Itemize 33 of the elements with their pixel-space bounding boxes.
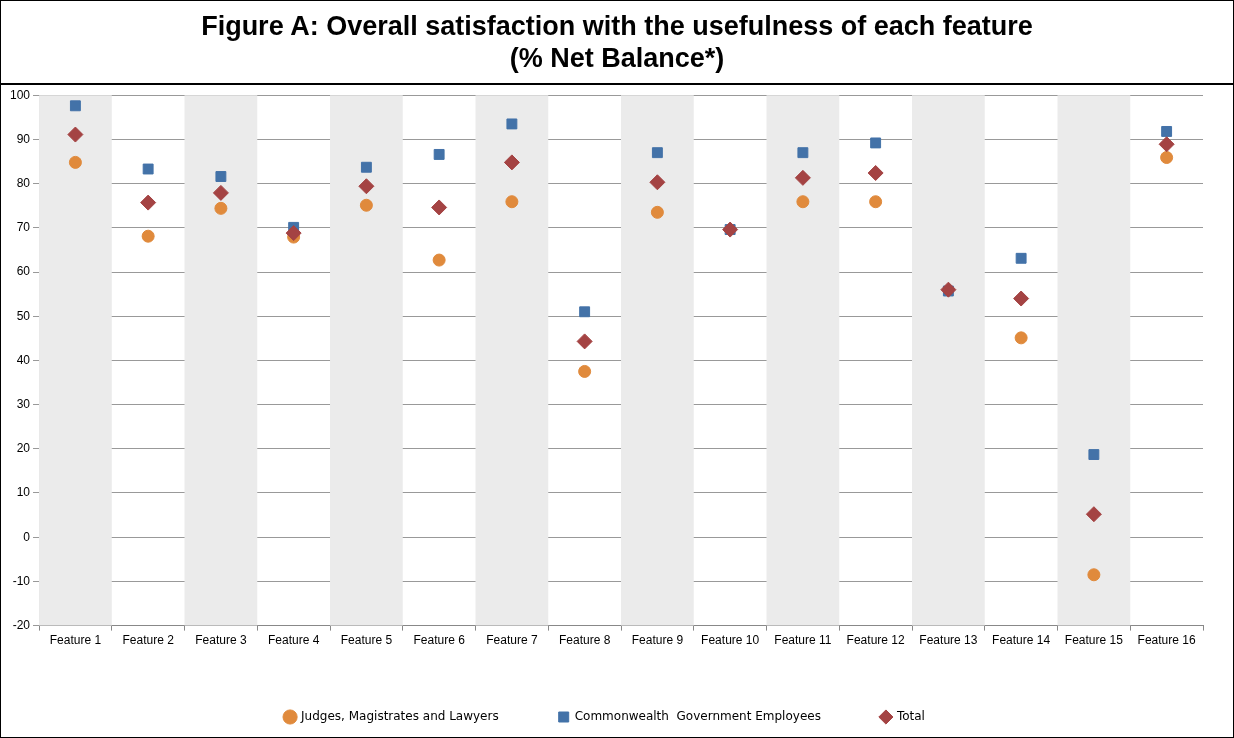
y-tick-label: 90 xyxy=(16,131,31,146)
x-tick-label: Feature 15 xyxy=(1064,633,1124,648)
y-tick-label: 10 xyxy=(16,485,31,500)
y-tick-label: 40 xyxy=(16,352,31,367)
x-tick-label: Feature 6 xyxy=(413,633,466,648)
y-tick-label: 0 xyxy=(23,529,31,544)
x-tick-label: Feature 10 xyxy=(701,633,760,648)
x-tick-label: Feature 13 xyxy=(919,633,978,648)
legend-label: Total xyxy=(895,709,925,724)
x-tick-label: Feature 5 xyxy=(340,633,393,648)
y-tick-label: 20 xyxy=(16,441,31,456)
x-tick-label: Feature 2 xyxy=(122,633,175,648)
x-tick-label: Feature 1 xyxy=(49,633,102,648)
legend-label: Commonwealth Government Employees xyxy=(574,709,821,724)
x-tick-label: Feature 16 xyxy=(1137,633,1196,648)
y-tick-label: -10 xyxy=(12,573,31,588)
x-tick-label: Feature 9 xyxy=(631,633,684,648)
y-tick-label: 80 xyxy=(16,175,31,190)
chart-title: Figure A: Overall satisfaction with the usefulness of each feature (% Net Balance*) xyxy=(200,10,1034,74)
x-tick-label: Feature 11 xyxy=(774,633,832,648)
y-tick-label: 60 xyxy=(16,264,31,279)
y-tick-label: 50 xyxy=(16,308,31,323)
y-tick-label: 100 xyxy=(9,87,31,102)
x-tick-label: Feature 4 xyxy=(267,633,320,648)
y-tick-label: -20 xyxy=(12,617,31,632)
x-tick-label: Feature 8 xyxy=(558,633,611,648)
x-tick-label: Feature 3 xyxy=(195,633,247,648)
y-tick-label: 70 xyxy=(16,220,31,235)
x-tick-label: Feature 14 xyxy=(992,633,1051,648)
x-tick-label: Feature 12 xyxy=(846,633,905,648)
x-tick-label: Feature 7 xyxy=(486,633,538,648)
y-tick-label: 30 xyxy=(16,396,31,411)
legend-label: Judges, Magistrates and Lawyers xyxy=(300,709,499,724)
